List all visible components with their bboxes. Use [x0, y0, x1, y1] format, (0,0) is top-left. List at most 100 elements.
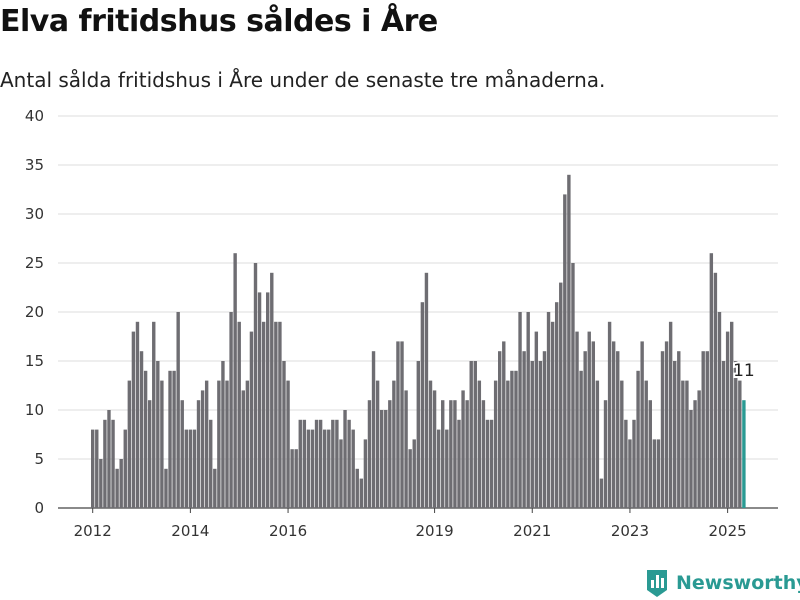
- bar: [371, 351, 376, 508]
- bar: [550, 321, 555, 508]
- bar: [644, 380, 648, 508]
- bar: [420, 302, 425, 508]
- bar: [111, 419, 115, 508]
- bar: [668, 321, 673, 508]
- x-tick-label: 2021: [513, 522, 551, 540]
- bar: [217, 380, 221, 508]
- bar: [156, 361, 160, 508]
- bar: [416, 361, 420, 508]
- bar: [473, 361, 477, 508]
- highlight-value-label: 11: [733, 361, 755, 381]
- bar: [636, 370, 640, 508]
- bar: [441, 400, 445, 508]
- x-tick-label: 2023: [611, 522, 649, 540]
- bar: [616, 351, 620, 508]
- x-axis-ticks: 2012 2014 2016 2019 2021 2023 2025: [74, 508, 747, 540]
- bar: [119, 459, 123, 508]
- bar: [388, 400, 392, 508]
- bar: [506, 380, 510, 508]
- bar: [115, 468, 119, 508]
- bar: [412, 439, 416, 508]
- bar: [294, 449, 298, 508]
- bar: [225, 380, 229, 508]
- bar: [351, 429, 355, 508]
- bar: [681, 380, 685, 508]
- bar: [648, 400, 652, 508]
- bar: [168, 370, 172, 508]
- y-tick-label: 10: [25, 401, 44, 419]
- bar: [583, 351, 587, 508]
- bar: [180, 400, 184, 508]
- y-axis-ticks: 0 5 10 15 20 25 30 35 40: [25, 107, 44, 517]
- bar: [164, 468, 168, 508]
- bar: [465, 400, 469, 508]
- y-tick-label: 20: [25, 303, 44, 321]
- bar: [99, 459, 103, 508]
- bar: [677, 351, 681, 508]
- bar: [432, 390, 437, 508]
- y-tick-label: 30: [25, 205, 44, 223]
- bar: [713, 272, 718, 508]
- bar: [461, 390, 465, 508]
- bar: [339, 439, 343, 508]
- bar: [261, 321, 266, 508]
- bar: [685, 380, 689, 508]
- chart-subtitle: Antal sålda fritidshus i Åre under de se…: [0, 68, 606, 92]
- bar: [518, 312, 522, 508]
- bar: [673, 361, 677, 508]
- bar: [660, 351, 665, 508]
- bar: [546, 312, 551, 508]
- bar: [428, 380, 433, 508]
- bar: [445, 429, 449, 508]
- bar: [611, 341, 616, 508]
- bar: [396, 341, 400, 508]
- y-tick-label: 25: [25, 254, 44, 272]
- bar: [571, 263, 575, 508]
- x-tick-label: 2019: [415, 522, 453, 540]
- bar: [709, 253, 714, 508]
- bar: [91, 429, 95, 508]
- bar: [693, 400, 697, 508]
- brand-name: Newsworthy: [676, 572, 800, 594]
- bar: [510, 370, 514, 508]
- bar: [192, 429, 197, 508]
- bar: [363, 439, 368, 508]
- bar: [599, 478, 604, 508]
- bar: [575, 331, 579, 508]
- bar: [135, 321, 140, 508]
- bar: [314, 419, 319, 508]
- bar: [196, 400, 201, 508]
- bar: [359, 478, 364, 508]
- newsworthy-brand[interactable]: Newsworthy: [645, 568, 800, 598]
- bar: [200, 390, 205, 508]
- bar: [538, 361, 543, 508]
- bar: [176, 312, 180, 508]
- bar: [233, 253, 237, 508]
- bar: [559, 282, 563, 508]
- bar: [343, 410, 347, 508]
- bar: [318, 419, 323, 508]
- bar: [213, 468, 217, 508]
- bar: [563, 194, 567, 508]
- bar: [469, 361, 473, 508]
- bar: [587, 331, 591, 508]
- bar: [656, 439, 661, 508]
- bar: [404, 390, 408, 508]
- bar: [347, 419, 351, 508]
- y-tick-label: 5: [34, 450, 44, 468]
- bar: [209, 419, 213, 508]
- x-tick-label: 2025: [709, 522, 747, 540]
- chart-title: Elva fritidshus såldes i Åre: [0, 4, 438, 39]
- bar: [689, 410, 693, 508]
- bar: [302, 419, 307, 508]
- bar: [131, 331, 136, 508]
- bar: [664, 341, 669, 508]
- bar: [127, 380, 132, 508]
- bar: [453, 400, 457, 508]
- bar: [620, 380, 624, 508]
- bar: [424, 272, 429, 508]
- bar: [298, 419, 302, 508]
- bar: [152, 321, 156, 508]
- bar: [249, 331, 254, 508]
